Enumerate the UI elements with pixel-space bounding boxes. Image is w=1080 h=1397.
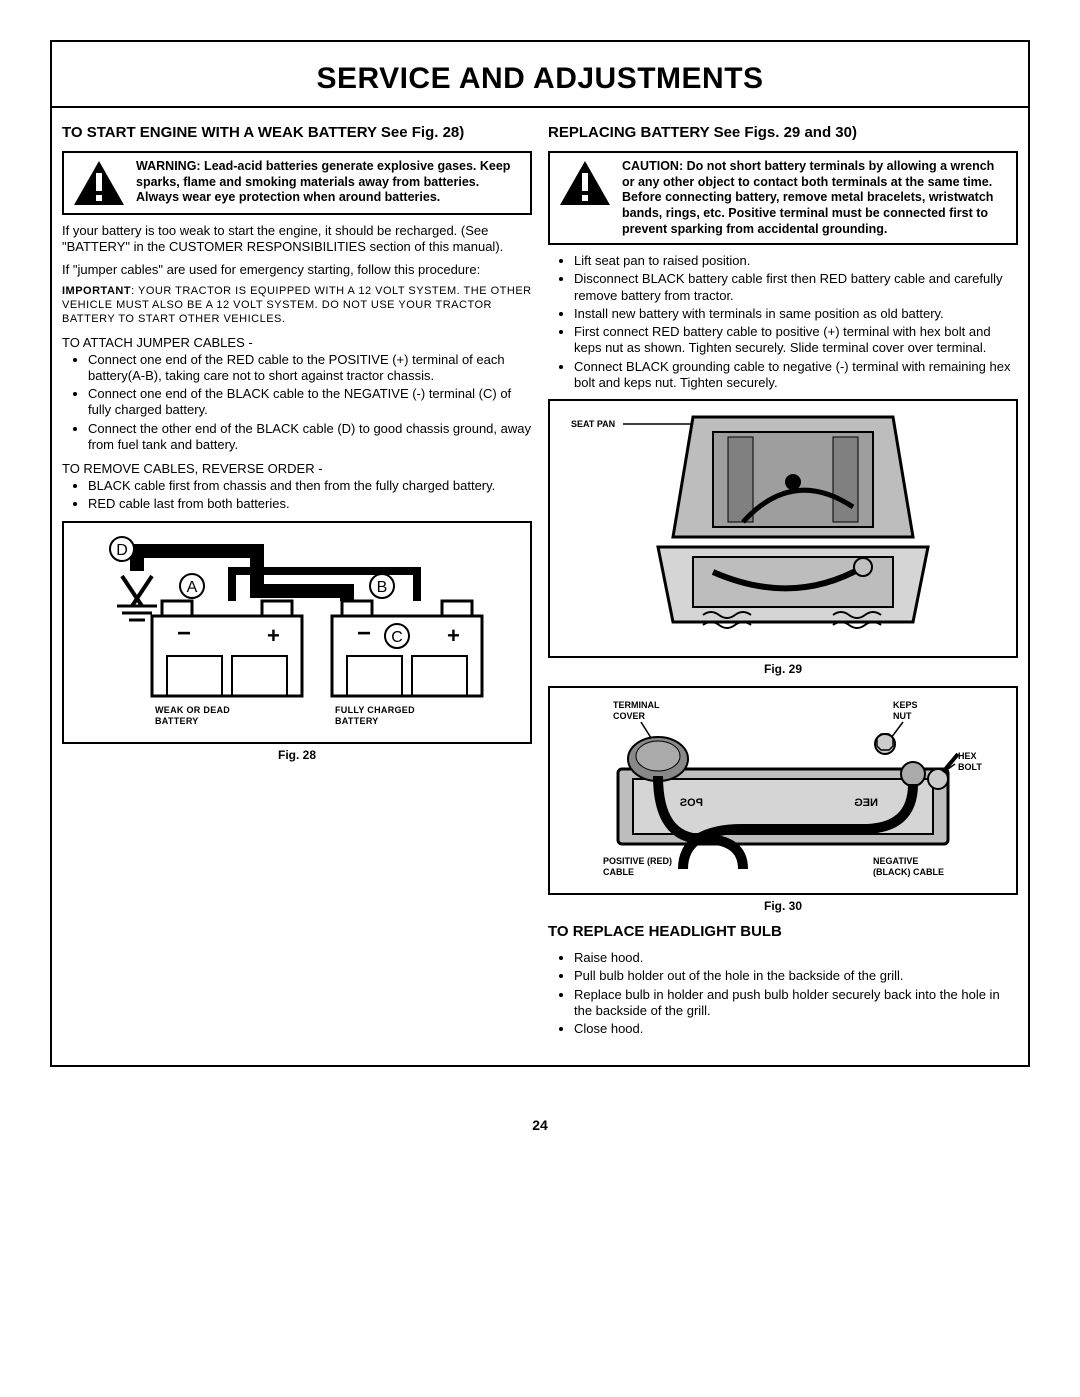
attach-heading: TO ATTACH JUMPER CABLES - (62, 335, 532, 350)
weak-battery-heading: TO START ENGINE WITH A WEAK BATTERY See … (62, 124, 532, 141)
svg-text:SEAT PAN: SEAT PAN (571, 419, 615, 429)
battery-terminal-diagram: TERMINAL COVER KEPS NUT HEX BOLT POS NEG (556, 694, 1010, 884)
svg-text:+: + (267, 623, 280, 648)
svg-text:BOLT: BOLT (958, 762, 982, 772)
important-text: : YOUR TRACTOR IS EQUIPPED WITH A 12 VOL… (62, 285, 532, 326)
svg-text:CABLE: CABLE (603, 867, 634, 877)
page-number: 24 (0, 1097, 1080, 1153)
svg-text:D: D (116, 542, 128, 559)
page-title: SERVICE AND ADJUSTMENTS (52, 42, 1028, 108)
svg-text:WEAK OR DEAD: WEAK OR DEAD (155, 705, 230, 715)
caution-label: CAUTION: Do not short battery (622, 159, 806, 173)
remove-list: BLACK cable first from chassis and then … (62, 478, 532, 513)
svg-text:NEGATIVE: NEGATIVE (873, 856, 918, 866)
fig30-caption: Fig. 30 (548, 899, 1018, 913)
list-item: RED cable last from both batteries. (88, 496, 532, 512)
svg-text:NEG: NEG (854, 797, 878, 809)
two-column-layout: TO START ENGINE WITH A WEAK BATTERY See … (52, 108, 1028, 1065)
svg-text:HEX: HEX (958, 751, 977, 761)
fig28-caption: Fig. 28 (62, 748, 532, 762)
important-label: IMPORTANT (62, 285, 131, 297)
replacing-battery-heading: REPLACING BATTERY See Figs. 29 and 30) (548, 124, 1018, 141)
remove-heading: TO REMOVE CABLES, REVERSE ORDER - (62, 461, 532, 476)
list-item: Pull bulb holder out of the hole in the … (574, 968, 1018, 984)
seat-pan-diagram: SEAT PAN (556, 407, 1010, 647)
svg-text:POS: POS (680, 797, 703, 809)
attach-list: Connect one end of the RED cable to the … (62, 352, 532, 454)
important-note: IMPORTANT: YOUR TRACTOR IS EQUIPPED WITH… (62, 284, 532, 327)
svg-text:−: − (177, 620, 191, 647)
caution-triangle-icon (558, 159, 612, 207)
svg-text:A: A (187, 579, 198, 596)
svg-text:BATTERY: BATTERY (335, 716, 379, 726)
svg-text:NUT: NUT (893, 711, 912, 721)
headlight-steps: Raise hood. Pull bulb holder out of the … (548, 950, 1018, 1037)
list-item: Connect one end of the BLACK cable to th… (88, 386, 532, 419)
list-item: Connect the other end of the BLACK cable… (88, 421, 532, 454)
list-item: First connect RED battery cable to posit… (574, 324, 1018, 357)
jumper-cable-diagram: − + − + D A B (72, 531, 522, 731)
list-item: BLACK cable first from chassis and then … (88, 478, 532, 494)
warning-triangle-icon (72, 159, 126, 207)
right-column: REPLACING BATTERY See Figs. 29 and 30) C… (548, 118, 1018, 1045)
svg-text:C: C (391, 629, 403, 646)
figure-30: TERMINAL COVER KEPS NUT HEX BOLT POS NEG (548, 686, 1018, 895)
svg-text:FULLY CHARGED: FULLY CHARGED (335, 705, 415, 715)
list-item: Close hood. (574, 1021, 1018, 1037)
weak-battery-para1: If your battery is too weak to start the… (62, 223, 532, 256)
figure-28: − + − + D A B (62, 521, 532, 744)
list-item: Lift seat pan to raised position. (574, 253, 1018, 269)
svg-text:BATTERY: BATTERY (155, 716, 199, 726)
svg-text:−: − (357, 620, 371, 647)
weak-battery-para2: If "jumper cables" are used for emergenc… (62, 262, 532, 278)
list-item: Connect one end of the RED cable to the … (88, 352, 532, 385)
warning-box: WARNING: Lead-acid batteries generate ex… (62, 151, 532, 215)
svg-text:B: B (377, 579, 388, 596)
fig29-caption: Fig. 29 (548, 662, 1018, 676)
battery-steps: Lift seat pan to raised position. Discon… (548, 253, 1018, 391)
svg-text:POSITIVE (RED): POSITIVE (RED) (603, 856, 672, 866)
warning-label: WARNING (136, 159, 196, 173)
list-item: Connect BLACK grounding cable to negativ… (574, 359, 1018, 392)
caution-text: CAUTION: Do not short battery terminals … (622, 159, 1008, 237)
left-column: TO START ENGINE WITH A WEAK BATTERY See … (62, 118, 532, 1045)
list-item: Install new battery with terminals in sa… (574, 306, 1018, 322)
list-item: Replace bulb in holder and push bulb hol… (574, 987, 1018, 1020)
headlight-heading: TO REPLACE HEADLIGHT BULB (548, 923, 1018, 940)
figure-29: SEAT PAN (548, 399, 1018, 658)
list-item: Disconnect BLACK battery cable first the… (574, 271, 1018, 304)
svg-text:KEPS: KEPS (893, 700, 918, 710)
svg-text:TERMINAL: TERMINAL (613, 700, 660, 710)
page-frame: SERVICE AND ADJUSTMENTS TO START ENGINE … (50, 40, 1030, 1067)
list-item: Raise hood. (574, 950, 1018, 966)
warning-text: WARNING: Lead-acid batteries generate ex… (136, 159, 522, 206)
svg-text:+: + (447, 623, 460, 648)
caution-box: CAUTION: Do not short battery terminals … (548, 151, 1018, 245)
svg-text:COVER: COVER (613, 711, 646, 721)
svg-text:(BLACK) CABLE: (BLACK) CABLE (873, 867, 944, 877)
